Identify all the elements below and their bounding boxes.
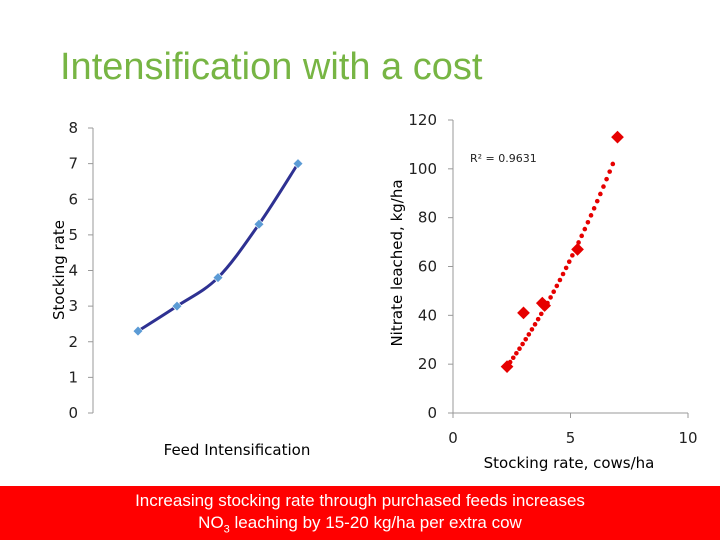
trendline-dot xyxy=(526,332,532,337)
trendline-dot xyxy=(557,277,563,283)
trendline-dots xyxy=(504,161,616,369)
trendline-dot xyxy=(529,327,535,332)
trendline-dot xyxy=(607,169,612,174)
left-y-tick-label: 2 xyxy=(68,333,78,351)
trendline-dot xyxy=(523,336,529,342)
left-y-tick-label: 3 xyxy=(68,297,78,315)
right-x-axis-label: Stocking rate, cows/ha xyxy=(484,454,655,472)
trendline-dot xyxy=(514,350,519,356)
left-data-point xyxy=(253,218,265,230)
left-data-point xyxy=(292,158,304,169)
left-data-point xyxy=(171,300,183,312)
banner-rest: leaching by 15-20 kg/ha per extra cow xyxy=(229,513,522,532)
banner-sub: 3 xyxy=(223,523,230,536)
trendline-dot xyxy=(554,283,560,289)
trendline-dot xyxy=(566,259,572,264)
trendline-dot xyxy=(538,311,544,317)
r-squared-annotation: R² = 0.9631 xyxy=(470,152,537,165)
trendline-dot xyxy=(585,219,591,225)
feed-intensification-curve xyxy=(137,162,300,333)
trendline-dot xyxy=(570,253,575,258)
trendline-dot xyxy=(604,176,609,182)
nitrate-data-point xyxy=(517,306,530,320)
trendline-dot xyxy=(601,184,606,189)
trendline-dot xyxy=(535,316,541,322)
left-y-tick-label: 4 xyxy=(68,262,78,280)
right-y-tick-label: 120 xyxy=(408,111,437,129)
left-data-point xyxy=(212,272,224,283)
right-y-tick-label: 100 xyxy=(408,160,437,178)
right-y-axis-label: Nitrate leached, kg/ha xyxy=(388,179,406,346)
trendline-dot xyxy=(510,355,516,361)
banner-no: NO xyxy=(198,513,224,532)
trendline-dot xyxy=(532,322,538,327)
right-y-tick-label: 20 xyxy=(418,355,437,373)
trendline-dot xyxy=(560,271,566,277)
right-y-tick-label: 80 xyxy=(418,209,437,227)
stocking-rate-chart: 0 1 2 3 4 5 6 7 8 Stocking rate Feed Intensifica… xyxy=(50,119,310,459)
feed-intensification-points xyxy=(132,158,304,337)
left-y-tick-label: 7 xyxy=(68,155,78,173)
right-x-tick-label: 5 xyxy=(566,429,576,447)
nitrate-leaching-chart: 0 20 40 60 80 100 120 0 5 10 Nitrate leached, kg… xyxy=(388,111,698,472)
nitrate-data-point xyxy=(500,360,514,373)
left-y-tick-label: 0 xyxy=(68,404,78,422)
left-y-tick-label: 8 xyxy=(68,119,78,137)
right-x-tick-label: 0 xyxy=(448,429,458,447)
page-title: Intensification with a cost xyxy=(60,46,483,88)
trendline-dot xyxy=(548,295,553,300)
trendline-dot xyxy=(588,213,594,218)
right-x-ticks: 0 5 10 xyxy=(448,413,698,447)
trendline-dot xyxy=(610,161,616,167)
banner-line-2: NO3 leaching by 15-20 kg/ha per extra co… xyxy=(0,512,720,540)
left-y-tick-label: 5 xyxy=(68,226,78,244)
left-y-ticks: 0 1 2 3 4 5 6 7 8 xyxy=(68,119,93,422)
charts-canvas: 0 1 2 3 4 5 6 7 8 Stocking rate Feed Intensifica… xyxy=(50,111,698,472)
trendline-dot xyxy=(598,191,603,197)
left-y-tick-label: 6 xyxy=(68,190,78,208)
nitrate-points xyxy=(500,130,624,373)
summary-banner: Increasing stocking rate through purchas… xyxy=(0,486,720,540)
right-y-tick-label: 40 xyxy=(418,306,437,324)
left-x-axis-label: Feed Intensification xyxy=(164,441,311,459)
right-x-tick-label: 10 xyxy=(678,429,697,447)
left-y-axis-label: Stocking rate xyxy=(50,220,68,320)
trendline-dot xyxy=(582,226,588,232)
trendline-dot xyxy=(594,198,600,204)
trendline-dot xyxy=(551,289,557,295)
right-y-tick-label: 60 xyxy=(418,258,437,276)
right-y-tick-label: 0 xyxy=(427,404,437,422)
right-y-ticks: 0 20 40 60 80 100 120 xyxy=(408,111,453,422)
left-y-tick-label: 1 xyxy=(68,368,78,386)
trendline-dot xyxy=(520,341,525,347)
banner-line-1: Increasing stocking rate through purchas… xyxy=(135,491,585,510)
trendline-dot xyxy=(517,346,522,352)
left-data-point xyxy=(132,325,144,337)
nitrate-data-point xyxy=(611,130,624,144)
trendline-dot xyxy=(591,206,597,211)
trendline-dot xyxy=(579,233,584,239)
trendline-dot xyxy=(563,265,569,271)
